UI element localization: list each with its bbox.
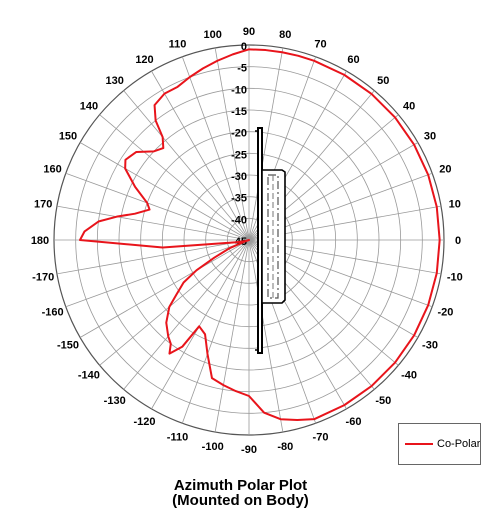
chart-title-block: Azimuth Polar Plot (Mounted on Body) [0,478,481,508]
radial-tick-label: -35 [231,193,247,205]
polar-spokes [54,45,444,435]
angle-label: -80 [277,441,293,453]
angle-label: 30 [424,131,436,143]
angle-labels: 0 10 20 30 40 50 60 70 80 90 100 110 120 130 140 150 160… [31,26,463,456]
grid-spoke [181,239,250,424]
chart-title: Azimuth Polar Plot [173,477,308,494]
grid-spoke [79,239,250,338]
angle-label: -20 [437,307,453,319]
grid-spoke [79,142,250,241]
angle-label: 50 [377,75,389,87]
angle-label: 160 [43,164,61,176]
grid-spoke [65,239,250,308]
angle-label: -40 [401,369,417,381]
angle-label: -50 [375,395,391,407]
radial-tick-label: -30 [231,171,247,183]
angle-label: 180 [31,235,49,247]
angle-label: 10 [449,199,461,211]
angle-label: -30 [422,340,438,352]
angle-label: -170 [32,271,54,283]
angle-label: -10 [447,271,463,283]
grid-spoke [56,239,250,275]
antenna-housing [261,169,286,304]
series-line-co-polar [79,48,441,421]
legend-label-co-polar: Co-Polar [437,438,481,450]
angle-label: 120 [135,54,153,66]
angle-label: -150 [57,340,79,352]
angle-label: 60 [347,54,359,66]
angle-label: 90 [243,26,255,38]
angle-label: 150 [59,131,77,143]
radial-tick-label: -10 [231,84,247,96]
angle-label: -100 [202,441,224,453]
grid-spoke [123,90,250,241]
grid-spoke [56,205,250,241]
grid-spoke [123,239,250,390]
angle-label: 100 [204,29,222,41]
grid-spoke [181,56,250,241]
angle-label: -160 [42,307,64,319]
angle-label: 80 [279,29,291,41]
grid-spoke [151,239,250,410]
radial-tick-label: 0 [241,41,247,53]
radial-tick-label: -25 [231,149,247,161]
angle-label: -130 [104,395,126,407]
radial-tick-label: -5 [237,63,247,75]
angle-label: 140 [80,101,98,113]
grid-spoke [248,47,284,241]
grid-spoke [151,70,250,241]
legend: Co-Polar [398,423,481,465]
angle-label: 70 [314,39,326,51]
grid-spoke [214,239,250,433]
radial-tick-label: -15 [231,106,247,118]
grid-spoke [65,172,250,241]
angle-label: -120 [133,416,155,428]
angle-label: -60 [346,416,362,428]
angle-label: 110 [169,39,187,51]
radial-tick-labels: 0-5-10-15-20-25-30-35-40-45 [231,41,247,248]
angle-label: -110 [167,431,188,443]
angle-label: 20 [439,164,451,176]
angle-label: 170 [34,199,52,211]
angle-label: -70 [313,431,329,443]
grid-spoke [248,239,284,433]
angle-label: 130 [106,75,124,87]
antenna-plate [255,127,263,354]
grid-spoke [214,47,250,241]
radial-tick-label: -40 [231,214,247,226]
polar-plot: 0-5-10-15-20-25-30-35-40-45 010203040506… [31,26,463,456]
grid-spoke [99,114,250,241]
angle-label: -140 [78,369,100,381]
angle-label: -90 [241,444,257,456]
chart-subtitle: (Mounted on Body) [172,492,309,509]
legend-swatch-co-polar [405,443,433,445]
angle-label: 0 [455,235,461,247]
angle-label: 40 [403,101,415,113]
radial-tick-label: -20 [231,128,247,140]
grid-spoke [99,239,250,366]
antenna-body-outline [255,127,286,354]
series-layer [79,48,441,421]
